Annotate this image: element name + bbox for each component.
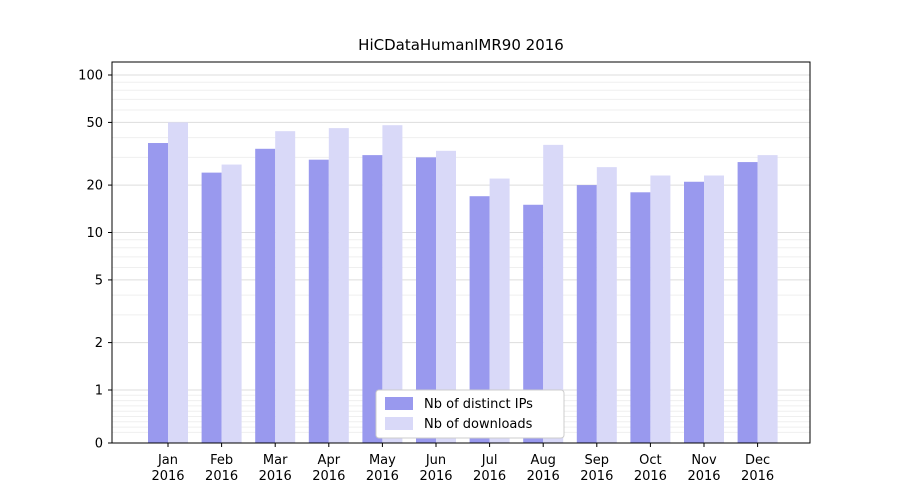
y-tick-label: 1 bbox=[95, 384, 103, 399]
bar-downloads bbox=[221, 164, 242, 443]
y-tick-label: 5 bbox=[95, 273, 103, 288]
y-axis-ticks: 0 1 2 5 10 20 50 100 bbox=[78, 69, 112, 452]
x-tick-label-year: 2016 bbox=[312, 469, 345, 484]
x-tick-label-year: 2016 bbox=[419, 469, 452, 484]
x-tick-label-month: Jan bbox=[157, 453, 178, 468]
legend: Nb of distinct IPs Nb of downloads bbox=[375, 389, 565, 439]
bar-distinct-ips bbox=[576, 185, 597, 443]
legend-box bbox=[375, 389, 565, 439]
y-tick-label: 0 bbox=[95, 437, 103, 452]
plot-border bbox=[111, 61, 811, 444]
x-tick-label-month: Feb bbox=[210, 453, 233, 468]
bar-downloads bbox=[489, 178, 510, 443]
bar-downloads bbox=[650, 175, 671, 443]
bar-downloads bbox=[328, 128, 349, 443]
x-tick-label-year: 2016 bbox=[366, 469, 399, 484]
x-tick-label-year: 2016 bbox=[205, 469, 238, 484]
bar-downloads bbox=[168, 122, 188, 443]
bar-distinct-ips bbox=[737, 162, 758, 443]
y-tick-label: 20 bbox=[86, 179, 103, 194]
bar-distinct-ips bbox=[148, 143, 168, 443]
x-tick-label-month: Dec bbox=[745, 453, 770, 468]
x-tick-label-year: 2016 bbox=[151, 469, 184, 484]
x-tick-label-year: 2016 bbox=[741, 469, 774, 484]
x-tick-label-month: Apr bbox=[318, 453, 341, 468]
x-tick-label-year: 2016 bbox=[634, 469, 667, 484]
bar-distinct-ips bbox=[469, 196, 490, 443]
x-axis-ticks: Jan2016Feb2016Mar2016Apr2016May2016Jun20… bbox=[151, 443, 774, 484]
bar-distinct-ips bbox=[201, 172, 222, 443]
y-tick-label: 2 bbox=[95, 336, 103, 351]
chart-title: HiCDataHumanIMR90 2016 bbox=[358, 36, 564, 54]
bar-distinct-ips bbox=[523, 204, 544, 443]
x-tick-label-year: 2016 bbox=[527, 469, 560, 484]
x-tick-label-month: May bbox=[369, 453, 396, 468]
bar-downloads bbox=[275, 131, 296, 444]
bar-distinct-ips bbox=[416, 157, 436, 444]
x-tick-label-month: Aug bbox=[531, 453, 556, 468]
y-tick-label: 50 bbox=[86, 116, 103, 131]
x-tick-label-month: Jul bbox=[481, 453, 498, 468]
bar-distinct-ips bbox=[362, 155, 383, 443]
bar-distinct-ips bbox=[630, 192, 651, 443]
y-tick-label: 100 bbox=[78, 69, 103, 84]
bar-downloads bbox=[757, 155, 778, 443]
bar-downloads bbox=[382, 125, 403, 444]
legend-label-distinct-ips: Nb of distinct IPs bbox=[424, 397, 533, 412]
bar-distinct-ips bbox=[684, 181, 704, 443]
x-tick-label-year: 2016 bbox=[473, 469, 506, 484]
x-tick-label-year: 2016 bbox=[580, 469, 613, 484]
legend-swatch-downloads bbox=[385, 417, 413, 430]
bar-downloads bbox=[596, 167, 617, 443]
bar-downloads bbox=[704, 175, 724, 443]
x-tick-label-month: Nov bbox=[691, 453, 717, 468]
bar-downloads bbox=[543, 144, 564, 443]
x-tick-label-month: Sep bbox=[585, 453, 610, 468]
bar-distinct-ips bbox=[308, 159, 329, 444]
bar-distinct-ips bbox=[255, 148, 276, 444]
x-tick-label-year: 2016 bbox=[259, 469, 292, 484]
x-tick-label-year: 2016 bbox=[687, 469, 720, 484]
legend-swatch-distinct-ips bbox=[385, 397, 413, 410]
x-tick-label-month: Mar bbox=[263, 453, 288, 468]
x-tick-label-month: Jun bbox=[425, 453, 446, 468]
x-tick-label-month: Oct bbox=[639, 453, 661, 468]
bar-downloads bbox=[436, 150, 456, 444]
legend-label-downloads: Nb of downloads bbox=[424, 417, 533, 432]
y-tick-label: 10 bbox=[86, 226, 103, 241]
bars bbox=[148, 122, 778, 444]
